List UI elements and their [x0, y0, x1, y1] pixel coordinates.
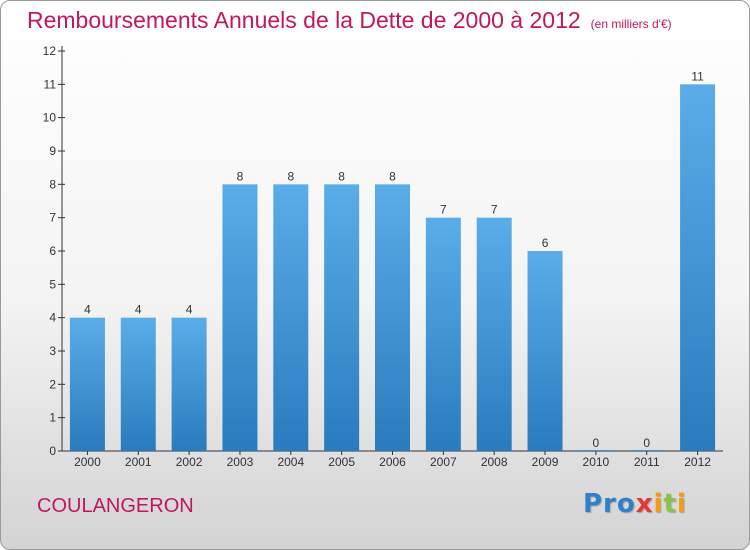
x-tick-label: 2000 [74, 455, 101, 469]
y-tick-label: 7 [49, 211, 56, 225]
bar [680, 84, 716, 451]
x-tick-label: 2010 [583, 455, 610, 469]
x-tick-label: 2007 [430, 455, 457, 469]
y-tick-label: 12 [43, 44, 57, 58]
y-tick-label: 3 [49, 344, 56, 358]
data-label: 0 [593, 436, 600, 450]
y-tick-label: 6 [49, 244, 56, 258]
data-label: 11 [691, 69, 704, 83]
proxiti-logo: Proxiti [583, 489, 687, 519]
bar [527, 251, 563, 451]
y-tick-label: 0 [49, 444, 56, 458]
bar [476, 217, 512, 451]
chart-title: Remboursements Annuels de la Dette de 20… [27, 7, 672, 34]
bar [375, 184, 410, 452]
city-name: COULANGERON [37, 495, 194, 517]
y-tick-label: 4 [49, 311, 56, 325]
x-tick-label: 2002 [176, 455, 203, 469]
y-tick-label: 10 [43, 111, 57, 125]
data-label: 8 [287, 169, 294, 183]
y-tick-label: 5 [49, 277, 56, 291]
y-tick-label: 11 [44, 77, 57, 91]
data-label: 4 [135, 303, 142, 317]
bar [171, 317, 207, 451]
data-label: 4 [186, 303, 193, 317]
bar [69, 317, 105, 451]
data-label: 7 [491, 203, 498, 217]
bar [324, 184, 360, 452]
x-tick-label: 2005 [328, 455, 355, 469]
x-tick-label: 2009 [532, 455, 559, 469]
bar [629, 450, 665, 451]
data-label: 8 [237, 169, 244, 183]
bar [578, 450, 614, 451]
bar [120, 317, 156, 451]
y-tick-label: 2 [49, 377, 56, 391]
data-label: 6 [542, 236, 549, 250]
data-label: 8 [338, 169, 345, 183]
data-label: 0 [643, 436, 650, 450]
bar [222, 184, 258, 452]
unit-label: (en milliers d'€) [590, 17, 672, 31]
y-tick-label: 1 [49, 411, 56, 425]
x-tick-label: 2006 [379, 455, 406, 469]
data-label: 4 [84, 303, 91, 317]
x-tick-label: 2001 [125, 455, 152, 469]
data-label: 7 [440, 203, 447, 217]
bar [425, 217, 461, 451]
x-tick-label: 2011 [634, 455, 660, 469]
x-tick-label: 2008 [481, 455, 508, 469]
y-tick-label: 8 [49, 177, 56, 191]
data-label: 8 [389, 169, 396, 183]
title-text: Remboursements Annuels de la Dette de 20… [27, 7, 581, 33]
x-tick-label: 2003 [227, 455, 254, 469]
y-tick-label: 9 [49, 144, 56, 158]
bar [273, 184, 309, 452]
x-tick-label: 2004 [277, 455, 304, 469]
x-tick-label: 2012 [684, 455, 711, 469]
